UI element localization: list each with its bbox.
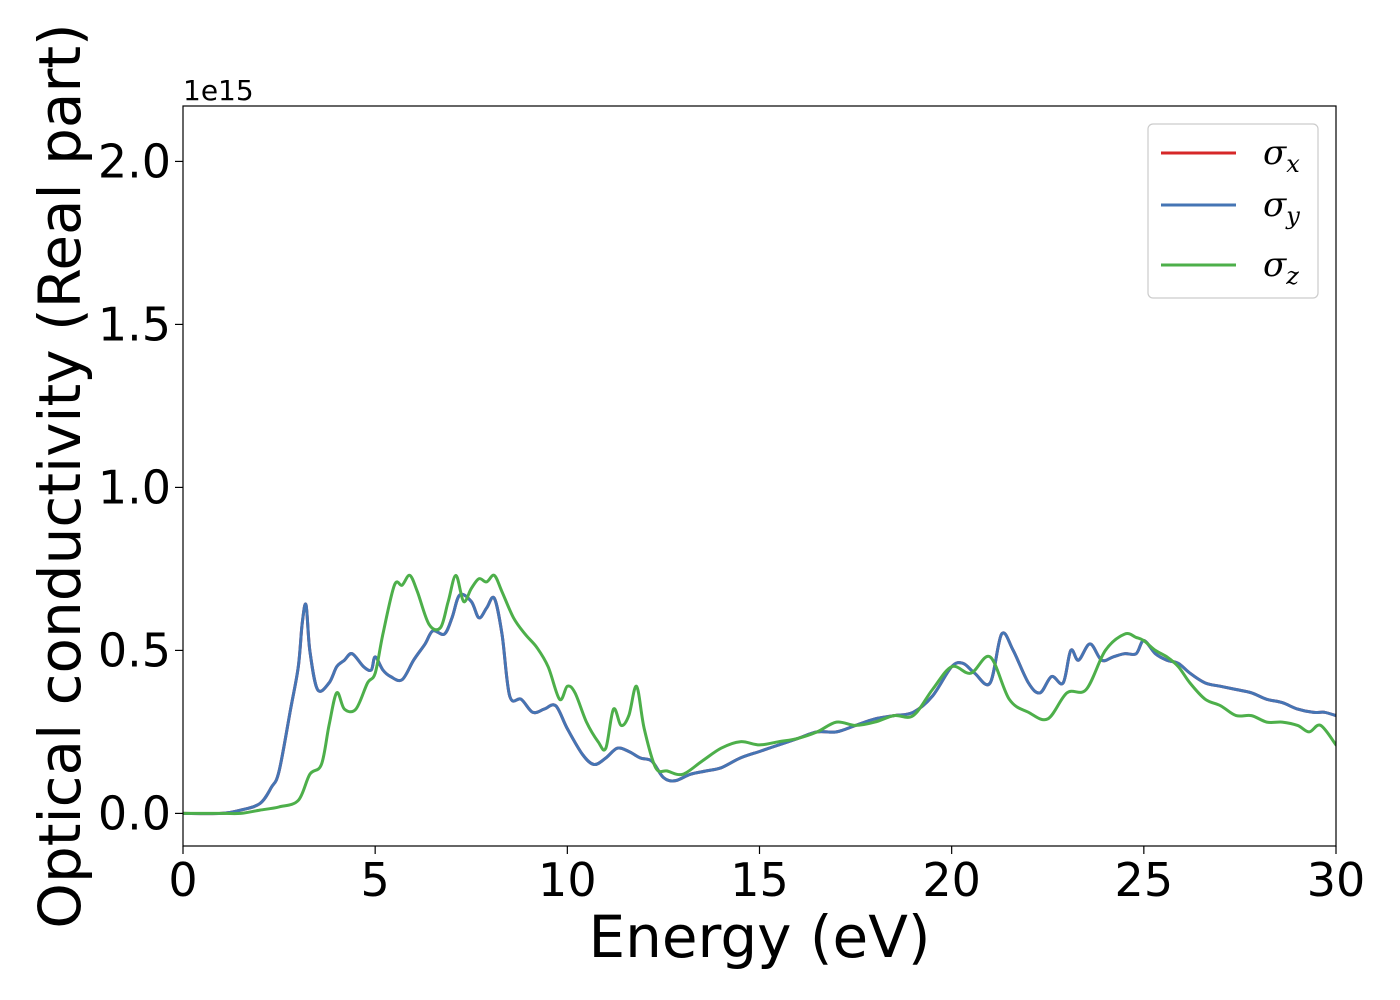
y-tick-label: 0.0 (98, 786, 171, 840)
legend-label-x: σx (1263, 133, 1300, 178)
y-offset-text: 1e15 (183, 74, 254, 107)
x-axis-ticks: 0 5 10 15 20 25 30 (168, 846, 1365, 907)
legend-label-z: σz (1263, 245, 1299, 290)
series-line-y (183, 592, 1336, 816)
x-tick-label: 30 (1307, 853, 1366, 907)
x-tick-label: 15 (730, 853, 789, 907)
x-tick-label: 25 (1115, 853, 1174, 907)
legend: σx σy σz (1147, 123, 1319, 299)
y-tick-label: 0.5 (98, 623, 171, 677)
x-axis-label: Energy (eV) (588, 903, 930, 971)
y-tick-label: 2.0 (98, 134, 171, 188)
x-tick-label: 10 (538, 853, 597, 907)
y-axis-label: Optical conductivity (Real part) (26, 23, 94, 928)
x-tick-label: 5 (361, 853, 390, 907)
y-tick-label: 1.0 (98, 460, 171, 514)
series-line-z (183, 573, 1336, 816)
x-tick-label: 20 (922, 853, 981, 907)
series-layer (183, 573, 1336, 816)
legend-label-y: σy (1263, 185, 1300, 230)
y-tick-label: 1.5 (98, 297, 171, 351)
x-tick-label: 0 (168, 853, 197, 907)
legend-box (1147, 123, 1319, 299)
plot-frame (182, 105, 1337, 847)
y-axis-ticks: 0.0 0.5 1.0 1.5 2.0 (98, 134, 183, 840)
